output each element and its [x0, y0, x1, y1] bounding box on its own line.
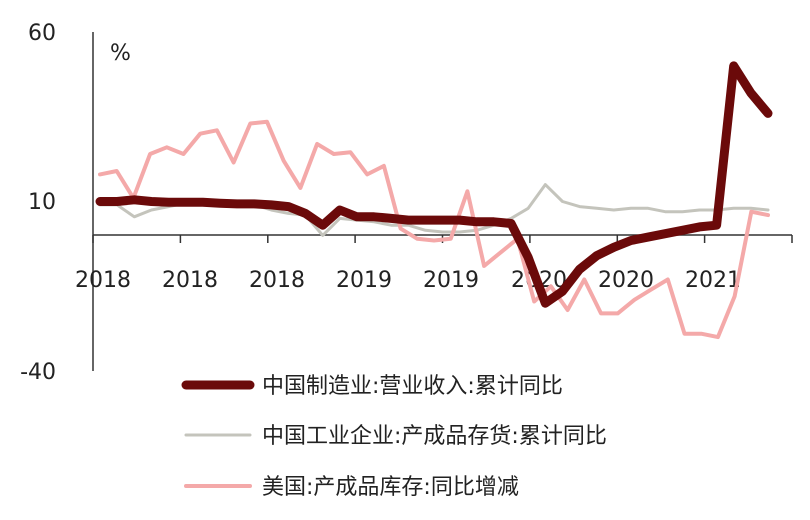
- legend-label-revenue: 中国制造业:营业收入:累计同比: [262, 374, 563, 399]
- series-lines: [95, 61, 773, 340]
- x-tick-label: 2018: [162, 268, 218, 293]
- y-tick-label-top: 60: [28, 21, 56, 46]
- y-tick-label-middle: 10: [28, 190, 56, 215]
- legend-item-inventory: 中国工业企业:产成品存货:累计同比: [184, 424, 607, 449]
- legend-item-revenue: 中国制造业:营业收入:累计同比: [181, 374, 563, 399]
- x-tick-label: 2018: [75, 268, 131, 293]
- y-axis: 60 10 -40 %: [20, 21, 131, 385]
- series-line-inventory: [98, 183, 770, 237]
- x-tick-label: 2021: [685, 268, 741, 293]
- y-tick-label-bottom: -40: [20, 360, 56, 385]
- series-line-us-inventory: [98, 119, 770, 340]
- legend-item-us-inventory: 美国:产成品库存:同比增减: [184, 475, 519, 500]
- legend-label-us-inventory: 美国:产成品库存:同比增减: [262, 475, 519, 500]
- legend: 中国制造业:营业收入:累计同比 中国工业企业:产成品存货:累计同比 美国:产成品…: [181, 374, 607, 500]
- series-line-revenue: [95, 61, 773, 308]
- legend-label-inventory: 中国工业企业:产成品存货:累计同比: [262, 424, 607, 449]
- x-tick-label: 2019: [336, 268, 392, 293]
- x-tick-label: 2018: [249, 268, 305, 293]
- x-tick-label: 2020: [598, 268, 654, 293]
- x-axis: 2018 2018 2018 2019 2019 2020 2020 2021: [75, 234, 793, 293]
- y-unit-label: %: [110, 41, 131, 66]
- x-tick-label: 2019: [423, 268, 479, 293]
- x-axis-tick-labels: 2018 2018 2018 2019 2019 2020 2020 2021: [75, 268, 741, 293]
- x-axis-ticks: [92, 235, 793, 243]
